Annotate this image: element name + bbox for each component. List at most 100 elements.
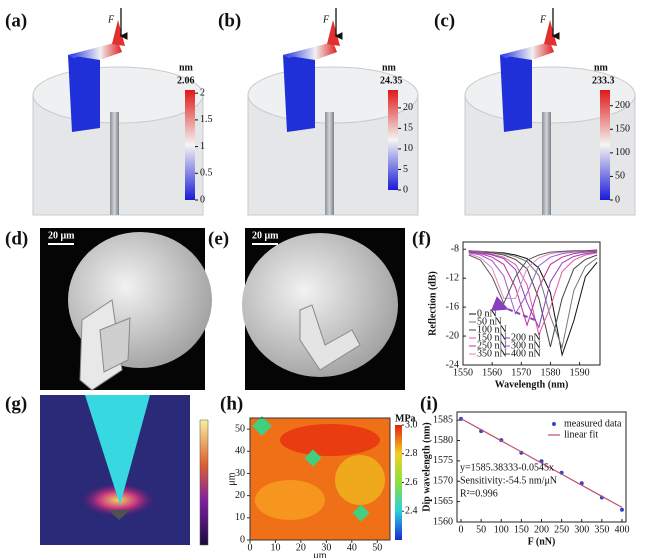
panel-label: (h) (220, 393, 243, 414)
sem-e (242, 228, 405, 390)
colorbar (600, 90, 610, 200)
colorbar-tick-label: 2.6 (405, 477, 418, 488)
x-tick-label: 350 (594, 524, 609, 535)
colorbar-max: 233.3 (592, 75, 615, 86)
map-frame (249, 417, 391, 541)
legend-label: 300 nN (511, 340, 541, 351)
colorbar-tick-label: 2.4 (405, 506, 418, 517)
panel-label: (i) (420, 393, 438, 414)
colorbar-tick-label: 1.5 (200, 114, 213, 125)
map-h (304, 449, 322, 467)
series-line (468, 250, 598, 348)
x-tick-label: 200 (534, 524, 549, 535)
panel-label: (e) (208, 228, 229, 249)
colorbar-unit: nm (382, 62, 397, 73)
colorbar-tick-label: 150 (615, 124, 630, 135)
panel-label: (f) (412, 228, 431, 249)
x-tick-label: 300 (574, 524, 589, 535)
colorbar (388, 90, 398, 190)
legend-label: 50 nN (477, 316, 502, 327)
colorbar-tick-label: 1 (200, 141, 205, 152)
panel-a (32, 19, 204, 216)
sim-g (40, 395, 209, 546)
panel-label: (a) (5, 10, 27, 31)
colorbar-tick-label: 20 (403, 102, 413, 113)
y-tick-label: -16 (446, 301, 459, 312)
x-tick-label: 1560 (482, 367, 502, 378)
x-tick-label: 30 (321, 542, 331, 553)
colorbar-max: 2.06 (177, 75, 195, 86)
y-tick-label: 1570 (433, 476, 453, 487)
x-tick-label: 20 (296, 542, 306, 553)
annotation: R²=0.996 (460, 488, 498, 499)
colorbar-tick-label: 0 (403, 184, 408, 195)
sem-e (242, 233, 398, 377)
x-tick-label: 0 (248, 542, 253, 553)
y-tick-label: 1565 (433, 496, 453, 507)
legend-label: 0 nN (477, 308, 497, 319)
scale-bar-label: 20 μm (252, 230, 279, 241)
y-tick-label: 1560 (433, 516, 453, 527)
x-axis-label: μm (313, 550, 326, 558)
y-tick-label: 30 (235, 468, 245, 479)
sim-g (78, 482, 158, 518)
series-line (468, 250, 598, 337)
map-h (252, 416, 272, 436)
colorbar-tick-label: 50 (615, 171, 625, 182)
legend-swatch (552, 422, 556, 426)
panel-label: (b) (218, 10, 241, 31)
map-h (335, 455, 385, 505)
y-tick-label: 1580 (433, 435, 453, 446)
legend-label: 350 nN (477, 348, 507, 359)
legend-label: 250 nN (477, 340, 507, 351)
colorbar-tick-label: 0 (615, 194, 620, 205)
y-tick-label: -24 (446, 359, 459, 370)
colorbar-tick-label: 5 (403, 164, 408, 175)
series-line (468, 249, 598, 299)
colorbar-tick-label: 15 (403, 123, 413, 134)
scale-bar-label: 20 μm (48, 230, 75, 241)
y-tick-label: 1575 (433, 455, 453, 466)
colorbar (185, 90, 195, 200)
force-label: F (322, 14, 330, 25)
sem-d (40, 228, 212, 391)
panel-a (32, 19, 204, 216)
x-tick-label: 1570 (511, 367, 531, 378)
x-tick-label: 250 (554, 524, 569, 535)
force-label: F (539, 14, 547, 25)
x-tick-label: 50 (476, 524, 486, 535)
sem-d (99, 317, 131, 373)
panel-label: (c) (434, 10, 455, 31)
y-tick-label: 20 (235, 490, 245, 501)
y-tick-label: 10 (235, 512, 245, 523)
x-tick-label: 0 (459, 524, 464, 535)
sim-g (199, 419, 209, 546)
sim-g (85, 395, 150, 505)
colorbar (395, 425, 402, 540)
shift-arrow (490, 296, 536, 321)
x-tick-label: 150 (514, 524, 529, 535)
y-tick-label: -20 (446, 330, 459, 341)
legend-label: 200 nN (511, 332, 541, 343)
colorbar-unit: MPa (395, 413, 416, 424)
colorbar-unit: nm (594, 62, 609, 73)
x-tick-label: 1550 (453, 367, 473, 378)
colorbar-tick-label: 0 (200, 194, 205, 205)
annotation: Sensitivity:-54.5 nm/μN (460, 475, 557, 486)
x-tick-label: 400 (614, 524, 629, 535)
y-tick-label: 50 (235, 423, 245, 434)
panel-label: (d) (5, 228, 28, 249)
series-line (468, 250, 598, 350)
colorbar-tick-label: 10 (403, 143, 413, 154)
series-line (468, 250, 598, 315)
panel-label: (g) (5, 393, 27, 414)
y-tick-label: -8 (451, 244, 459, 255)
y-tick-label: -12 (446, 272, 459, 283)
y-axis-label: Reflection (dB) (427, 271, 438, 336)
annotation: y=1585.38333-0.0545x (460, 462, 554, 473)
x-tick-label: 100 (494, 524, 509, 535)
colorbar-tick-label: 0.5 (200, 168, 213, 179)
legend-label: linear fit (564, 429, 598, 440)
x-tick-label: 10 (270, 542, 280, 553)
